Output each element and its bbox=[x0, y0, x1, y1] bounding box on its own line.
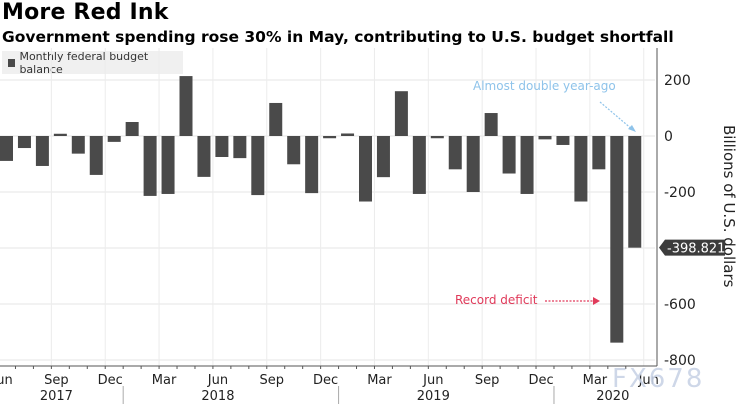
x-tick-label: Jun bbox=[422, 373, 443, 388]
watermark: FX678 bbox=[612, 364, 705, 394]
annotation-record-deficit: Record deficit bbox=[455, 293, 538, 307]
bar bbox=[430, 136, 444, 139]
bar bbox=[197, 136, 211, 177]
y-axis-title: Billions of U.S. dollars bbox=[720, 125, 738, 288]
bar bbox=[592, 136, 606, 170]
annotation-arrowhead-almost-double bbox=[628, 125, 636, 132]
x-tick-label: Sep bbox=[44, 373, 69, 388]
bar bbox=[341, 133, 355, 136]
bar bbox=[53, 133, 67, 136]
x-tick-label: Sep bbox=[260, 373, 285, 388]
x-tick-label: Dec bbox=[98, 373, 123, 388]
bar bbox=[179, 76, 193, 136]
chart-title: More Red Ink bbox=[2, 0, 169, 25]
bar bbox=[89, 136, 103, 175]
bar bbox=[305, 136, 319, 194]
y-tick-label: 0 bbox=[664, 129, 673, 145]
last-value-label: -398.821 bbox=[667, 242, 725, 257]
bar bbox=[287, 136, 301, 165]
annotation-almost-double: Almost double year-ago bbox=[473, 79, 616, 93]
bar bbox=[412, 136, 426, 194]
bar bbox=[269, 102, 283, 136]
x-tick-label: Mar bbox=[367, 373, 392, 388]
annotation-arrowhead-record-deficit bbox=[593, 297, 600, 305]
bar bbox=[484, 113, 498, 136]
bar bbox=[71, 136, 85, 154]
bar bbox=[610, 136, 624, 343]
x-tick-label: Dec bbox=[313, 373, 338, 388]
x-tick-label: Jun bbox=[207, 373, 228, 388]
bar bbox=[161, 136, 175, 194]
bar bbox=[233, 136, 247, 159]
bar bbox=[520, 136, 534, 194]
bar bbox=[502, 136, 516, 174]
y-tick-label: -800 bbox=[664, 353, 696, 369]
bar bbox=[107, 136, 121, 142]
bar bbox=[466, 136, 480, 192]
chart-subtitle: Government spending rose 30% in May, con… bbox=[2, 28, 674, 46]
bar bbox=[394, 91, 408, 136]
bar bbox=[628, 136, 642, 248]
y-tick-label: 200 bbox=[664, 73, 691, 89]
last-value-tag bbox=[659, 239, 725, 256]
x-year-label: 2020 bbox=[596, 389, 629, 404]
bar bbox=[215, 136, 229, 157]
annotation-arrow-almost-double bbox=[599, 101, 634, 131]
bar bbox=[359, 136, 372, 202]
x-tick-label: Mar bbox=[152, 373, 177, 388]
bar bbox=[17, 136, 31, 149]
bar bbox=[143, 136, 157, 196]
y-tick-label: -600 bbox=[664, 297, 696, 313]
bar bbox=[538, 136, 552, 140]
bar bbox=[251, 136, 265, 196]
bar bbox=[556, 136, 570, 145]
bar bbox=[376, 136, 390, 178]
x-year-label: 2018 bbox=[201, 389, 234, 404]
x-tick-label: Mar bbox=[583, 373, 608, 388]
bar bbox=[0, 136, 13, 161]
x-tick-label: Jun bbox=[0, 373, 13, 388]
bar bbox=[125, 122, 139, 136]
y-tick-label: -200 bbox=[664, 185, 696, 201]
bar bbox=[35, 136, 49, 166]
x-tick-label: Jun bbox=[638, 373, 659, 388]
x-tick-label: Sep bbox=[475, 373, 500, 388]
legend-swatch bbox=[8, 58, 16, 67]
bar bbox=[323, 136, 337, 139]
bar bbox=[448, 136, 462, 170]
x-year-label: 2017 bbox=[40, 389, 73, 404]
x-year-label: 2019 bbox=[417, 389, 450, 404]
x-tick-label: Dec bbox=[528, 373, 553, 388]
bar bbox=[574, 136, 588, 202]
